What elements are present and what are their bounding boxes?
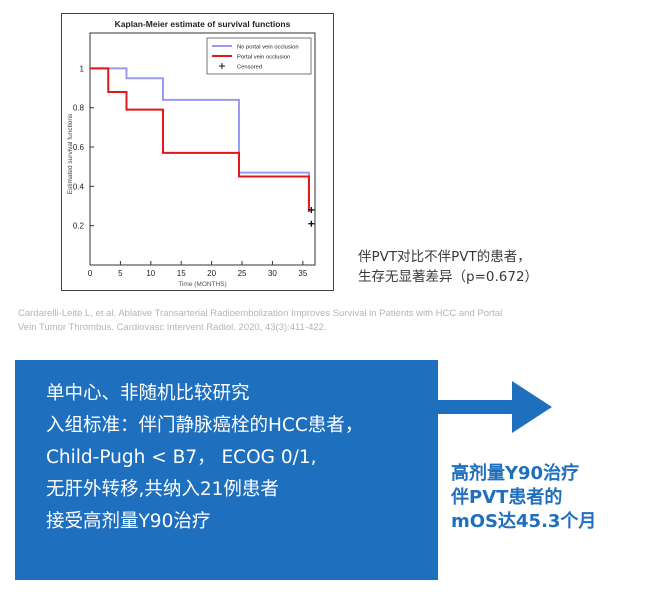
x-tick-label: 30 xyxy=(268,269,277,278)
x-tick-label: 0 xyxy=(88,269,93,278)
citation-line-1: Cardarelli-Leite L, et al. Ablative Tran… xyxy=(18,308,503,319)
comparison-note: 伴PVT对比不伴PVT的患者， 生存无显著差异（p=0.672） xyxy=(358,247,618,287)
censored-marker xyxy=(308,206,315,213)
y-tick-label: 0.8 xyxy=(73,104,85,113)
result-line-2: 伴PVT患者的 xyxy=(451,487,563,508)
x-tick-label: 10 xyxy=(146,269,155,278)
study-line: Child-Pugh < B7， ECOG 0/1, xyxy=(46,447,317,468)
x-tick-label: 20 xyxy=(207,269,216,278)
x-tick-label: 5 xyxy=(118,269,123,278)
legend-label: Portal vein occlusion xyxy=(237,55,290,61)
arrow-head-icon xyxy=(512,381,552,433)
note-line-1: 伴PVT对比不伴PVT的患者， xyxy=(358,249,531,265)
y-tick-label: 1 xyxy=(80,64,85,73)
x-axis-label: Time (MONTHS) xyxy=(178,281,227,288)
y-axis-label: Estimated survival functions xyxy=(67,113,74,194)
result-text: 高剂量Y90治疗 伴PVT患者的 mOS达45.3个月 xyxy=(451,462,641,534)
y-tick-label: 0.6 xyxy=(73,143,85,152)
plot-area xyxy=(89,32,316,266)
y-tick-label: 0.2 xyxy=(73,222,85,231)
study-design-box: 单中心、非随机比较研究 入组标准：伴门静脉癌栓的HCC患者， Child-Pug… xyxy=(15,360,438,580)
citation-line-2: Vein Tumor Thrombus. Cardiovasc Interven… xyxy=(18,322,327,333)
x-tick-label: 35 xyxy=(298,269,307,278)
result-line-3: mOS达45.3个月 xyxy=(451,511,597,532)
series-line-no-pvt xyxy=(90,67,310,205)
x-tick-label: 15 xyxy=(177,269,186,278)
y-tick-label: 0.4 xyxy=(73,182,85,191)
x-tick-label: 25 xyxy=(238,269,247,278)
chart-title: Kaplan-Meier estimate of survival functi… xyxy=(115,19,291,29)
censored-marker xyxy=(308,220,315,227)
series-line-pvt xyxy=(90,67,310,212)
study-line: 入组标准：伴门静脉癌栓的HCC患者， xyxy=(46,415,364,436)
legend-label: No portal vein occlusion xyxy=(237,45,299,51)
note-line-2: 生存无显著差异（p=0.672） xyxy=(358,269,539,285)
legend-label: Censored xyxy=(237,65,262,71)
citation: Cardarelli-Leite L, et al. Ablative Tran… xyxy=(18,307,638,335)
arrow-right-icon xyxy=(436,400,518,414)
study-line: 单中心、非随机比较研究 xyxy=(46,383,250,404)
result-line-1: 高剂量Y90治疗 xyxy=(451,463,580,484)
legend-censored-marker xyxy=(219,63,225,69)
study-line: 无肝外转移,共纳入21例患者 xyxy=(46,479,279,500)
study-line: 接受高剂量Y90治疗 xyxy=(46,511,211,532)
